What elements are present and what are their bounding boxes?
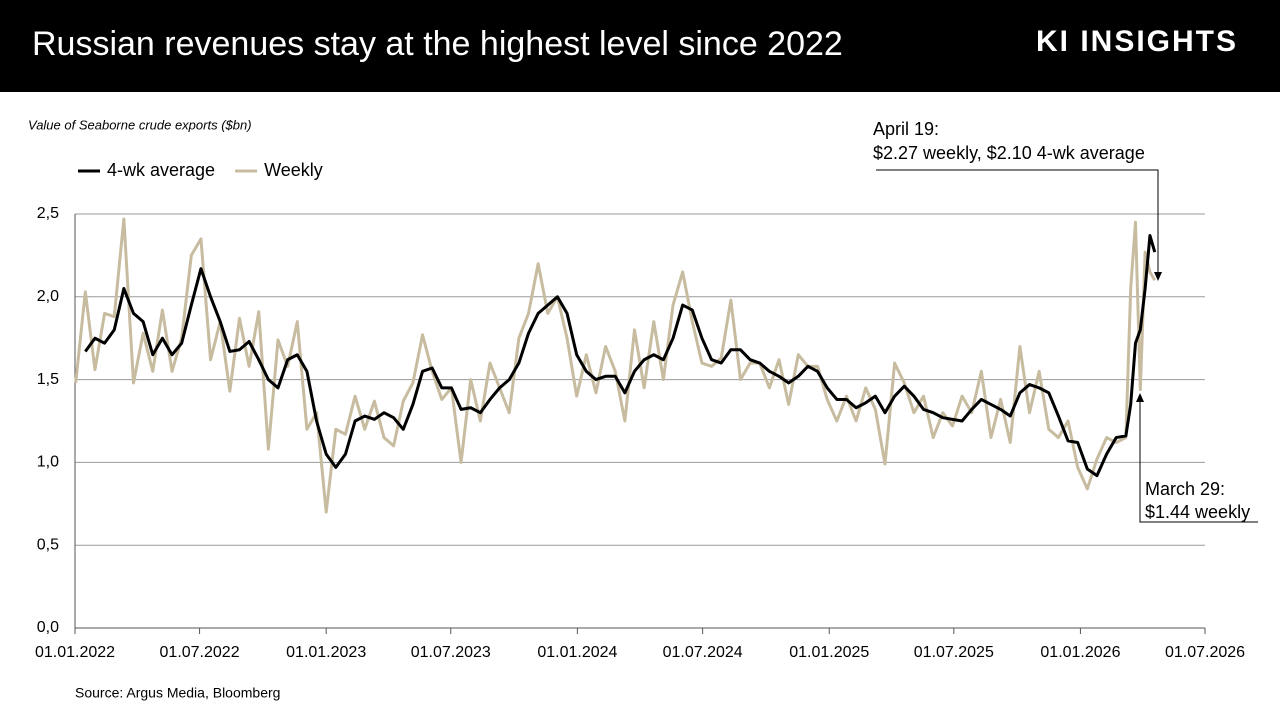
y-tick-label: 1,0 [37, 454, 59, 471]
x-tick-label: 01.01.2026 [1040, 644, 1120, 661]
annotation-arrow [1139, 400, 1258, 523]
y-tick-label: 1,5 [37, 371, 59, 388]
annotation-text: $2.27 weekly, $2.10 4-wk average [873, 143, 1145, 163]
x-tick-label: 01.07.2023 [411, 644, 491, 661]
source: Source: Argus Media, Bloomberg [75, 685, 280, 701]
annotation-march: March 29: $1.44 weekly [1136, 393, 1258, 523]
annotation-april: April 19: $2.27 weekly, $2.10 4-wk avera… [873, 119, 1162, 281]
series-line [74, 217, 1157, 514]
y-axis-label: Value of Seaborne crude exports ($bn) [28, 117, 252, 132]
x-tick-label: 01.07.2022 [160, 644, 240, 661]
legend-label: Weekly [264, 160, 323, 180]
y-tick-label: 2,5 [37, 205, 59, 222]
arrow-head [1136, 393, 1144, 402]
x-tick-label: 01.07.2025 [914, 644, 994, 661]
x-tick-label: 01.01.2023 [286, 644, 366, 661]
chart-title: Russian revenues stay at the highest lev… [32, 25, 843, 63]
arrow-head [1154, 272, 1162, 281]
annotation-arrow [876, 169, 1159, 274]
legend: 4-wk average Weekly [78, 160, 323, 180]
annotation-text: March 29: [1145, 479, 1225, 499]
annotation-text: $1.44 weekly [1145, 502, 1250, 522]
brand: KI INSIGHTS [1036, 25, 1238, 58]
x-tick-label: 01.01.2025 [789, 644, 869, 661]
x-tick-label: 01.07.2024 [663, 644, 743, 661]
y-tick-label: 0,5 [37, 536, 59, 553]
x-tick-label: 01.01.2024 [537, 644, 617, 661]
series-line [84, 234, 1157, 478]
x-tick-label: 01.01.2022 [35, 644, 115, 661]
annotation-text: April 19: [873, 119, 939, 139]
legend-label: 4-wk average [107, 160, 215, 180]
header-bar [0, 0, 1280, 92]
lines [74, 217, 1157, 514]
y-tick-label: 0,0 [37, 619, 59, 636]
y-tick-label: 2,0 [37, 288, 59, 305]
x-tick-label: 01.07.2026 [1165, 644, 1245, 661]
